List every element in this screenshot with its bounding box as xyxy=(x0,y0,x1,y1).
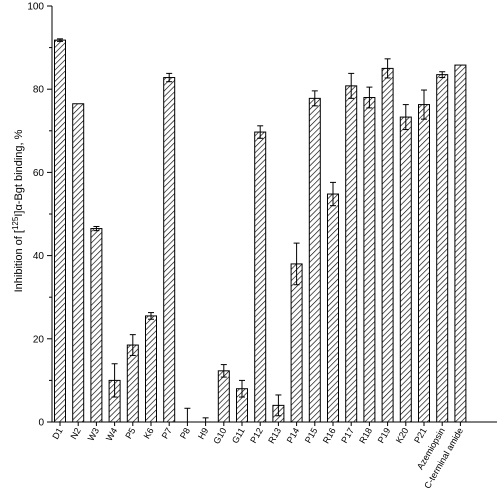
x-category-label: R16 xyxy=(321,426,338,445)
y-tick-label: 100 xyxy=(27,2,44,13)
x-category-label: K6 xyxy=(142,426,156,441)
y-tick-label: 80 xyxy=(33,85,45,96)
bar xyxy=(436,74,449,423)
bar xyxy=(54,39,66,423)
x-category-label: P7 xyxy=(160,426,174,441)
bar xyxy=(327,193,339,423)
x-category-label: R18 xyxy=(357,426,374,445)
y-tick-label: 40 xyxy=(33,251,45,262)
bar xyxy=(145,315,157,423)
x-category-label: W4 xyxy=(104,426,119,443)
x-category-label: W3 xyxy=(86,426,101,443)
y-tick-label: 0 xyxy=(38,418,44,429)
bar xyxy=(90,228,103,423)
x-category-label: P8 xyxy=(178,426,192,441)
bar xyxy=(399,116,412,423)
y-tick-label: 60 xyxy=(33,168,45,179)
x-category-label: K20 xyxy=(394,426,411,445)
x-category-label: P12 xyxy=(248,426,265,445)
bar xyxy=(126,344,139,423)
x-category-label: R13 xyxy=(266,426,283,445)
bar xyxy=(217,370,230,423)
bar xyxy=(381,67,394,423)
bar xyxy=(72,103,85,423)
x-category-label: P14 xyxy=(285,426,302,445)
x-category-label: P17 xyxy=(339,426,356,445)
bar xyxy=(454,64,467,423)
x-category-label: P21 xyxy=(412,426,429,445)
bar xyxy=(254,131,267,423)
x-category-label: D1 xyxy=(50,426,64,441)
x-category-label: P5 xyxy=(123,426,137,441)
bar xyxy=(163,77,176,423)
bar xyxy=(345,85,358,423)
bar xyxy=(418,104,430,423)
x-category-label: G10 xyxy=(211,426,228,446)
bar xyxy=(363,97,376,423)
bar xyxy=(290,263,303,423)
x-category-label: P15 xyxy=(303,426,320,445)
x-category-label: G11 xyxy=(230,426,247,445)
x-category-label: P19 xyxy=(376,426,393,445)
bar xyxy=(308,97,321,423)
y-axis-title: Inhibition of [125I]α-Bgt binding, % xyxy=(11,129,25,292)
y-tick-label: 20 xyxy=(33,334,45,345)
x-category-label: H9 xyxy=(196,426,210,441)
x-category-label: N2 xyxy=(69,426,83,441)
